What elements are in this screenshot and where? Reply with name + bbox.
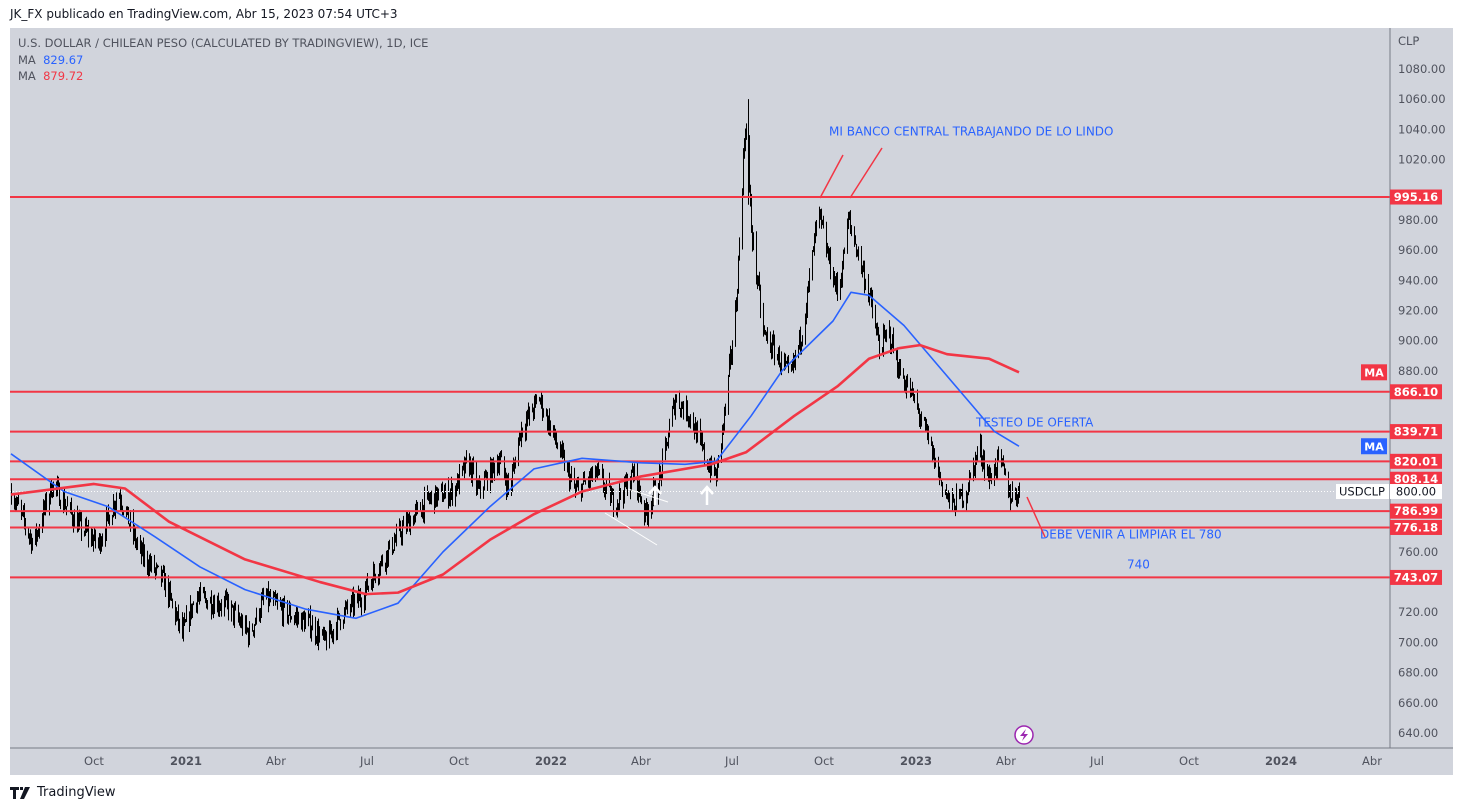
price-level-label: 786.99 — [1394, 504, 1438, 518]
footer: TradingView — [10, 785, 116, 800]
ma1-value: 829.67 — [43, 52, 84, 67]
ma2-label: MA — [18, 69, 36, 83]
price-tick-label: 1020.00 — [1398, 153, 1446, 167]
price-tick-label: 660.00 — [1398, 696, 1438, 710]
symbol-tag — [1336, 484, 1389, 500]
ma-blue-line — [10, 291, 1020, 620]
current-price-label: 800.00 — [1396, 485, 1436, 499]
currency-label: CLP — [1398, 34, 1419, 48]
time-tick-label: Abr — [996, 754, 1016, 768]
price-level-label: 808.14 — [1394, 472, 1438, 486]
time-tick-label: 2023 — [900, 754, 932, 768]
price-tick-label: 700.00 — [1398, 635, 1438, 649]
ma-tag-label: MA — [1364, 366, 1384, 379]
price-tick-label: 680.00 — [1398, 666, 1438, 680]
time-tick-label: Jul — [1089, 754, 1104, 768]
brand-label: TradingView — [37, 785, 116, 800]
price-tick-label: 920.00 — [1398, 303, 1438, 317]
ma2-value: 879.72 — [43, 69, 84, 83]
price-level-tag — [1390, 189, 1442, 205]
time-tick-label: Abr — [266, 754, 286, 768]
time-tick-label: Oct — [84, 754, 104, 768]
price-level-tag — [1390, 471, 1442, 487]
plot-area: MI BANCO CENTRAL TRABAJANDO DE LO LINDO T… — [10, 99, 1390, 651]
ma-tag — [1361, 364, 1387, 381]
price-level-tag — [1390, 503, 1442, 519]
price-level-tag — [1390, 569, 1442, 585]
price-level-label: 839.71 — [1394, 425, 1438, 439]
tradingview-logo-icon — [10, 786, 30, 799]
time-tick-label: 2021 — [170, 754, 202, 768]
price-tick-label: 1060.00 — [1398, 92, 1446, 106]
price-level-label: 866.10 — [1394, 385, 1438, 399]
symbol-title: U.S. DOLLAR / CHILEAN PESO (CALCULATED B… — [18, 36, 429, 50]
time-tick-label: Jul — [724, 754, 739, 768]
price-level-label: 995.16 — [1394, 190, 1438, 204]
publish-info: JK_FX publicado en TradingView.com, Abr … — [10, 7, 398, 21]
annotation-text: TESTEO DE OFERTA — [975, 416, 1094, 430]
price-level-tag — [1390, 519, 1442, 535]
price-tick-label: 1040.00 — [1398, 122, 1446, 136]
annotation-text: DEBE VENIR A LIMPIAR EL 780 — [1040, 527, 1222, 541]
annotation-text: MI BANCO CENTRAL TRABAJANDO DE LO LINDO — [829, 124, 1113, 138]
price-level-label: 776.18 — [1394, 520, 1438, 534]
up-arrow-icon — [648, 485, 662, 505]
price-tick-label: 640.00 — [1398, 726, 1438, 740]
time-tick-label: 2024 — [1265, 754, 1297, 768]
current-price-tag — [1390, 484, 1442, 500]
chart-legend: U.S. DOLLAR / CHILEAN PESO (CALCULATED B… — [18, 35, 428, 85]
time-tick-label: Oct — [814, 754, 834, 768]
price-tick-label: 960.00 — [1398, 243, 1438, 257]
white-trendline — [604, 512, 658, 546]
time-tick-label: Oct — [449, 754, 469, 768]
price-tick-label: 720.00 — [1398, 605, 1438, 619]
annotation-text: 740 — [1127, 557, 1150, 571]
up-arrow-icon — [700, 485, 714, 505]
annotation-trendline — [819, 154, 844, 199]
price-level-label: 743.07 — [1394, 570, 1438, 584]
price-tick-label: 980.00 — [1398, 213, 1438, 227]
time-tick-label: Oct — [1179, 754, 1199, 768]
time-tick-label: Jul — [359, 754, 374, 768]
symbol-label: USDCLP — [1339, 485, 1385, 499]
time-tick-label: Abr — [631, 754, 651, 768]
price-tick-label: 760.00 — [1398, 545, 1438, 559]
time-tick-label: Abr — [1362, 754, 1382, 768]
price-tick-label: 880.00 — [1398, 364, 1438, 378]
lightning-glyph — [1020, 729, 1028, 741]
ma1-label: MA — [18, 52, 36, 67]
price-level-tag — [1390, 384, 1442, 400]
ma-tag-label: MA — [1364, 440, 1384, 453]
price-level-tag — [1390, 453, 1442, 469]
price-level-label: 820.01 — [1394, 454, 1438, 468]
ma-tag — [1361, 438, 1387, 455]
price-tick-label: 1080.00 — [1398, 62, 1446, 76]
annotation-trendline — [849, 147, 883, 199]
price-tick-label: 900.00 — [1398, 334, 1438, 348]
price-level-tag — [1390, 424, 1442, 440]
chart-pane[interactable] — [10, 28, 1453, 775]
time-tick-label: 2022 — [535, 754, 567, 768]
price-tick-label: 940.00 — [1398, 273, 1438, 287]
ma-red-line — [10, 343, 1020, 596]
annotation-trendline — [1026, 496, 1046, 538]
white-trendline — [627, 488, 669, 503]
